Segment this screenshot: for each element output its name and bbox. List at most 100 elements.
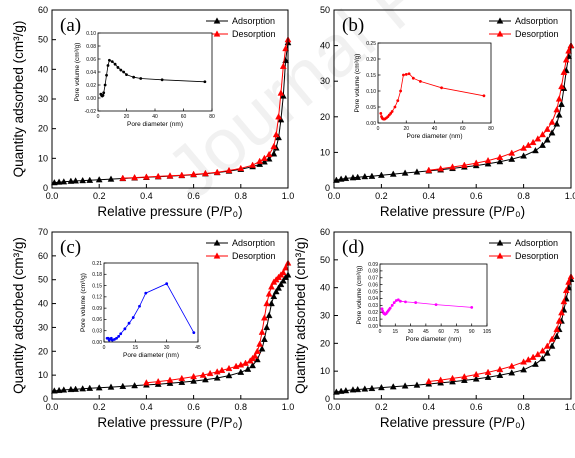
inset-point	[138, 304, 141, 308]
y-tick-label: 60	[38, 251, 48, 261]
y-tick-label: 0	[43, 394, 48, 404]
data-point-adsorption	[553, 332, 561, 339]
data-point-desorption	[539, 347, 546, 354]
inset-frame	[379, 263, 488, 327]
data-point-desorption	[565, 278, 573, 285]
data-point-desorption	[237, 164, 245, 172]
y-tick-label: 10	[320, 147, 330, 157]
y-tick-label: 20	[38, 124, 48, 134]
data-point-desorption	[213, 168, 221, 175]
data-point-adsorption	[401, 382, 409, 389]
y-tick-label: 10	[38, 153, 48, 163]
panel-label: (b)	[342, 15, 364, 36]
inset-y-tick-label: 0.09	[368, 262, 378, 268]
inset-point	[390, 110, 394, 113]
data-point-desorption	[242, 359, 249, 366]
x-tick-label: 0.0	[328, 402, 341, 412]
inset-x-tick-label: 45	[423, 329, 429, 335]
data-point-adsorption	[119, 382, 127, 389]
inset-y-tick-label: 0.21	[92, 261, 102, 267]
data-point-desorption	[256, 340, 264, 347]
y-tick-label: 50	[320, 255, 330, 265]
data-point-adsorption	[131, 382, 138, 389]
data-point-adsorption	[95, 384, 103, 391]
data-point-adsorption	[50, 387, 58, 394]
inset-x-tick-label: 40	[152, 114, 158, 120]
panel-label: (a)	[60, 15, 81, 36]
data-point-adsorption	[532, 360, 539, 367]
data-point-desorption	[279, 62, 287, 69]
inset-x-tick-label: 80	[488, 126, 494, 132]
inset-x-tick-label: 30	[408, 329, 414, 335]
inset-point	[110, 60, 114, 63]
data-point-desorption	[253, 347, 261, 354]
inset-y-tick-label: 0.10	[86, 31, 96, 37]
data-point-desorption	[524, 356, 532, 363]
inset-y-tick-label: 0.04	[368, 296, 378, 302]
data-point-adsorption	[520, 366, 527, 373]
inset-plot: 0 20 40 60 80 0.00 0.05 0.10 0.15 0.20 0.25 Pore di…	[354, 41, 494, 140]
inset-point	[127, 321, 131, 325]
y-tick-label: 0	[43, 183, 48, 193]
x-tick-label: 0.0	[46, 402, 59, 412]
data-point-adsorption	[202, 376, 209, 383]
data-point-adsorption	[67, 385, 75, 393]
data-point-adsorption	[86, 384, 94, 391]
inset-point	[102, 91, 106, 95]
data-point-adsorption	[460, 376, 468, 383]
data-point-adsorption	[349, 174, 357, 181]
inset-y-axis-label: Pore volume (cm³/g)	[354, 54, 361, 113]
inset-point	[105, 73, 108, 77]
y-axis-label: Quantity adsorbed (cm³/g)	[293, 237, 308, 394]
data-point-adsorption	[354, 385, 362, 393]
x-tick-label: 0.2	[93, 402, 106, 412]
x-tick-label: 0.0	[328, 191, 341, 201]
data-point-desorption	[472, 159, 480, 166]
data-point-desorption	[282, 264, 290, 271]
inset-point	[115, 336, 118, 340]
x-tick-label: 0.8	[517, 402, 530, 412]
legend-marker-adsorption	[213, 17, 221, 24]
y-tick-label: 30	[320, 76, 330, 86]
data-point-adsorption	[337, 387, 345, 394]
data-point-desorption	[562, 56, 570, 63]
x-tick-label: 0.6	[470, 191, 483, 201]
data-point-desorption	[437, 165, 445, 172]
x-tick-label: 0.6	[187, 191, 200, 201]
data-point-adsorption	[225, 372, 233, 379]
inset-point	[139, 77, 143, 80]
inset-x-axis-label: Pore diameter (nm)	[407, 133, 463, 140]
inset-x-tick-label: 40	[432, 126, 438, 132]
data-point-adsorption	[368, 172, 376, 179]
inset-y-tick-label: 0.06	[368, 282, 378, 288]
inset-y-tick-label: 0.03	[92, 329, 102, 335]
data-point-desorption	[449, 163, 456, 170]
y-tick-label: 0	[325, 183, 330, 193]
panel-3: 0.0 0.2 0.4 0.6 0.8 1.0 0 10 20 30 40 50 60 70 Relativ…	[11, 227, 294, 430]
data-point-desorption	[199, 371, 207, 378]
data-point-adsorption	[265, 311, 273, 319]
data-point-adsorption	[548, 129, 556, 136]
data-point-adsorption	[508, 155, 516, 162]
data-point-desorption	[225, 166, 233, 174]
data-point-desorption	[437, 376, 445, 383]
x-tick-label: 1.0	[282, 191, 295, 201]
inset-y-tick-label: 0.00	[92, 340, 102, 346]
data-point-adsorption	[413, 168, 421, 175]
inset-y-tick-label: 0.08	[368, 269, 378, 275]
data-point-desorption	[263, 299, 271, 307]
data-point-adsorption	[361, 385, 369, 392]
data-point-desorption	[131, 173, 138, 181]
inset-x-axis-label: Pore diameter (nm)	[127, 121, 183, 128]
data-point-adsorption	[265, 155, 273, 162]
inset-x-tick-label: 30	[164, 345, 170, 351]
data-point-adsorption	[368, 384, 376, 392]
data-point-desorption	[496, 365, 504, 373]
data-point-desorption	[560, 297, 568, 305]
inset-point	[402, 73, 405, 77]
inset-plot: 0 20 40 60 80 -0.02 0.00 0.02 0.04 0.06 0.08 0.10 Po…	[74, 31, 215, 128]
inset-y-tick-label: 0.15	[366, 73, 376, 79]
x-axis-label: Relative pressure (P/P₀)	[97, 415, 242, 430]
data-point-desorption	[565, 47, 573, 54]
